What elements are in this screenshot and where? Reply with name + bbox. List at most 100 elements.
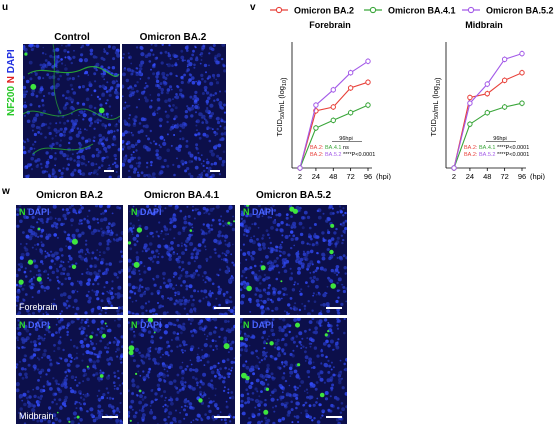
nucleus-dot [95,148,99,152]
nucleus-dot [17,339,19,341]
nucleus-dot [208,409,212,414]
nucleus-dot [16,224,20,228]
nucleus-dot [257,243,262,247]
nucleus-dot [51,421,55,424]
nucleus-dot [275,213,278,217]
nucleus-dot [180,242,184,245]
nucleus-dot [111,397,115,400]
nucleus-dot [137,422,139,424]
scale-bar [214,307,230,309]
nucleus-dot [55,141,59,145]
nucleus-dot [47,273,50,276]
nucleus-dot [179,380,184,385]
nucleus-dot [216,368,219,371]
stain-n: N [19,207,26,217]
nucleus-dot [157,70,160,74]
stain-nf200: NF200 [6,85,17,116]
nucleus-dot [107,347,110,350]
nucleus-dot [147,137,150,141]
nucleus-dot [208,112,210,115]
nucleus-dot [169,297,173,301]
nucleus-dot [32,226,35,229]
nucleus-dot [183,399,188,404]
panel-u-header-ba2: Omicron BA.2 [139,32,207,43]
nucleus-dot [87,161,90,163]
nucleus-dot [16,346,19,349]
nucleus-dot [53,128,58,132]
nucleus-dot [186,45,189,48]
nucleus-dot [113,130,116,133]
nucleus-dot [169,228,172,231]
nucleus-dot [145,174,148,176]
nucleus-dot [227,308,230,312]
nucleus-dot [202,279,205,281]
nucleus-dot [58,144,62,147]
nucleus-dot [41,243,45,247]
nucleus-dot [148,367,152,371]
nucleus-dot [185,239,189,244]
nucleus-dot [318,319,323,324]
nucleus-dot [160,230,163,233]
nucleus-dot [296,270,301,275]
nucleus-dot [203,169,206,173]
nucleus-dot [118,384,121,387]
nucleus-dot [291,421,294,424]
nucleus-dot [91,319,96,323]
nucleus-dot [198,386,202,389]
nucleus-dot [198,136,202,140]
nucleus-dot [316,354,320,358]
nucleus-dot [323,343,325,345]
nucleus-dot [19,208,23,212]
nucleus-dot [330,368,333,371]
nucleus-dot [271,309,274,312]
nucleus-dot [213,238,218,243]
nucleus-dot [201,327,206,332]
n-signal-dot [71,264,77,269]
stats-group-a: BA.2: [464,145,479,151]
nucleus-dot [176,390,180,394]
nucleus-dot [187,384,192,389]
nucleus-dot [184,349,187,352]
nucleus-dot [160,165,164,169]
nucleus-dot [114,51,118,55]
nucleus-dot [341,241,344,245]
n-signal-dot [104,322,107,325]
nucleus-dot [250,351,254,355]
data-point [330,104,336,110]
nucleus-dot [60,58,63,61]
nucleus-dot [173,271,178,276]
nucleus-dot [101,156,105,161]
nucleus-dot [157,362,160,366]
nucleus-dot [263,341,267,345]
nucleus-dot [219,90,221,93]
nucleus-dot [173,237,176,240]
nucleus-dot [116,355,119,358]
nucleus-dot [322,237,325,239]
data-point [519,69,525,76]
nucleus-dot [51,92,56,96]
n-signal-dot [76,415,80,419]
nucleus-dot [106,297,111,302]
nucleus-dot [273,410,276,413]
nucleus-dot [88,83,93,88]
nucleus-dot [335,265,340,269]
nucleus-dot [177,164,181,169]
nucleus-dot [301,337,304,340]
nucleus-dot [165,114,170,119]
nucleus-dot [50,148,53,151]
nucleus-dot [290,237,294,242]
nucleus-dot [163,281,166,285]
nucleus-dot [169,247,173,251]
nucleus-dot [60,318,64,322]
nucleus-dot [218,230,222,234]
nucleus-dot [152,112,156,117]
nucleus-dot [118,260,122,264]
nucleus-dot [201,77,204,81]
nucleus-dot [33,132,37,137]
nucleus-dot [168,44,171,47]
nucleus-dot [175,95,180,100]
nucleus-dot [186,49,189,52]
nucleus-dot [149,231,153,236]
nucleus-dot [213,99,216,102]
nucleus-dot [66,324,70,327]
